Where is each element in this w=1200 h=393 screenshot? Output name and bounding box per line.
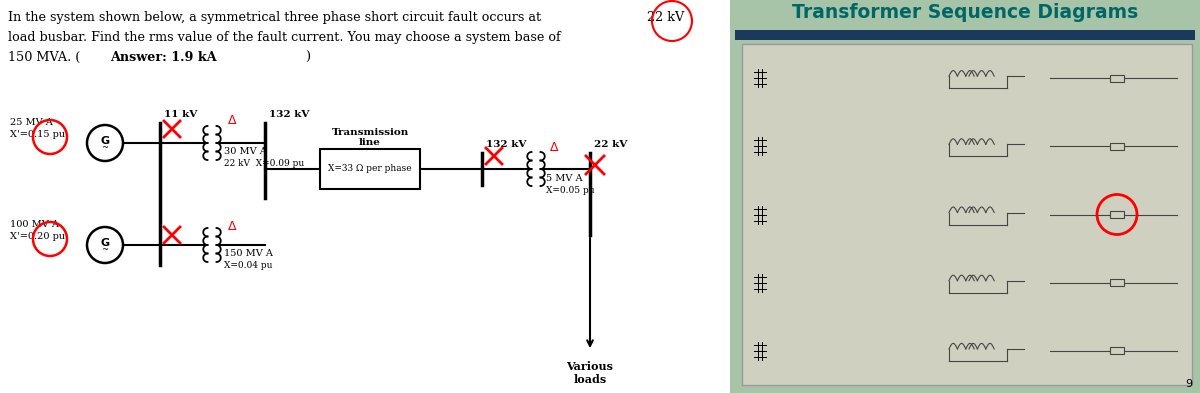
Text: In the system shown below, a symmetrical three phase short circuit fault occurs : In the system shown below, a symmetrical… bbox=[8, 11, 541, 24]
Text: G: G bbox=[101, 136, 109, 146]
Text: 9: 9 bbox=[1184, 379, 1192, 389]
Text: G: G bbox=[101, 238, 109, 248]
Text: 22 kV: 22 kV bbox=[647, 11, 684, 24]
Text: Transmission: Transmission bbox=[331, 128, 409, 137]
Bar bbox=[1110, 143, 1124, 150]
Text: X=0.04 pu: X=0.04 pu bbox=[224, 261, 272, 270]
Bar bbox=[1110, 211, 1124, 218]
Text: Answer: 1.9 kA: Answer: 1.9 kA bbox=[110, 51, 217, 64]
FancyBboxPatch shape bbox=[742, 44, 1192, 385]
Text: ): ) bbox=[305, 51, 310, 64]
Text: Transformer Sequence Diagrams: Transformer Sequence Diagrams bbox=[792, 3, 1138, 22]
Text: 11 kV: 11 kV bbox=[164, 110, 197, 119]
Text: 22 kV  X=0.09 pu: 22 kV X=0.09 pu bbox=[224, 159, 305, 168]
Text: Δ: Δ bbox=[228, 114, 236, 127]
Text: 25 MV A: 25 MV A bbox=[10, 118, 53, 127]
Text: 30 MV A: 30 MV A bbox=[224, 147, 266, 156]
Text: ~: ~ bbox=[102, 246, 108, 255]
Bar bbox=[1110, 75, 1124, 82]
Bar bbox=[1110, 347, 1124, 354]
Text: X'=0.20 pu: X'=0.20 pu bbox=[10, 232, 65, 241]
Text: X'=0.15 pu: X'=0.15 pu bbox=[10, 130, 65, 139]
Text: 5 MV A: 5 MV A bbox=[546, 174, 582, 183]
Text: 150 MV A: 150 MV A bbox=[224, 249, 272, 258]
Circle shape bbox=[88, 227, 124, 263]
Text: Various: Various bbox=[566, 361, 613, 372]
Circle shape bbox=[88, 125, 124, 161]
Text: 22 kV: 22 kV bbox=[594, 140, 628, 149]
Text: line: line bbox=[359, 138, 380, 147]
Bar bbox=[1110, 279, 1124, 286]
Text: Δ: Δ bbox=[550, 141, 558, 154]
Text: ~: ~ bbox=[102, 143, 108, 152]
FancyBboxPatch shape bbox=[734, 30, 1195, 40]
Text: load busbar. Find the rms value of the fault current. You may choose a system ba: load busbar. Find the rms value of the f… bbox=[8, 31, 560, 44]
Text: Δ: Δ bbox=[228, 220, 236, 233]
FancyBboxPatch shape bbox=[730, 0, 1200, 393]
Text: 100 MV A: 100 MV A bbox=[10, 220, 59, 229]
Bar bbox=[320, 149, 420, 189]
Text: 132 kV: 132 kV bbox=[486, 140, 527, 149]
Text: loads: loads bbox=[574, 374, 607, 385]
Text: 132 kV: 132 kV bbox=[269, 110, 310, 119]
Text: X=33 Ω per phase: X=33 Ω per phase bbox=[328, 165, 412, 173]
Text: 150 MVA. (: 150 MVA. ( bbox=[8, 51, 80, 64]
Text: X=0.05 pu: X=0.05 pu bbox=[546, 186, 595, 195]
